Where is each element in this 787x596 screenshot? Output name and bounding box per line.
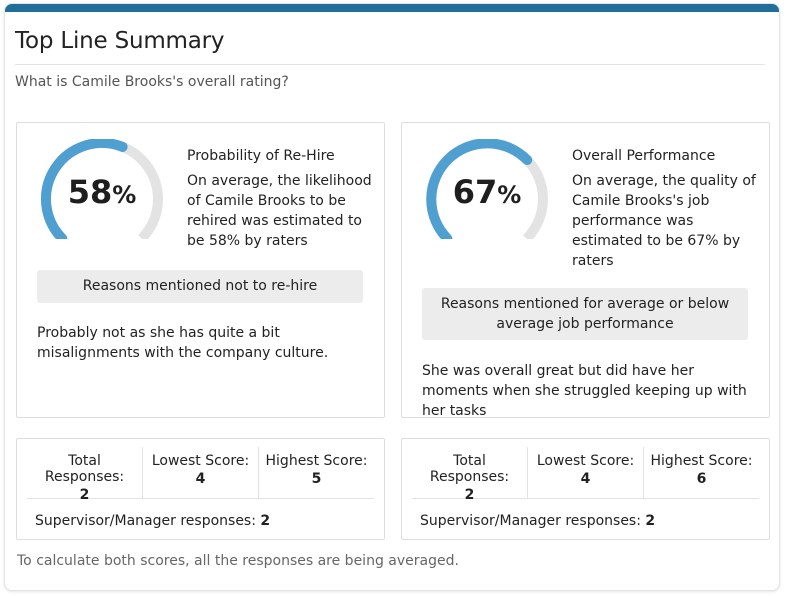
performance-total-responses: Total Responses: 2 [412, 447, 528, 503]
rehire-percent-number: 58 [67, 173, 113, 211]
performance-percent-value: 67% [422, 173, 552, 211]
performance-gauge-chart [426, 139, 548, 239]
stat-value: 4 [195, 471, 206, 487]
rehire-percent-unit: % [112, 181, 137, 209]
performance-stats-row: Total Responses: 2 Lowest Score: 4 Highe… [412, 447, 759, 503]
supervisor-label: Supervisor/Manager responses: [420, 513, 641, 529]
rehire-stats: Total Responses: 2 Lowest Score: 4 Highe… [16, 438, 385, 540]
supervisor-value: 2 [645, 513, 656, 529]
stat-value: 2 [79, 487, 90, 503]
stat-label: Lowest Score: [151, 453, 250, 469]
performance-stats: Total Responses: 2 Lowest Score: 4 Highe… [401, 438, 770, 540]
rehire-highest-score: Highest Score: 5 [259, 447, 374, 498]
rehire-lowest-score: Lowest Score: 4 [143, 447, 259, 498]
performance-percent-number: 67 [452, 173, 498, 211]
rehire-percent-value: 58% [37, 173, 167, 211]
performance-title: Overall Performance [572, 148, 716, 164]
accent-bar [5, 4, 779, 12]
rehire-supervisor-responses: Supervisor/Manager responses: 2 [35, 513, 270, 529]
rehire-reasons-text: Probably not as she has quite a bit misa… [37, 325, 329, 361]
rehire-gauge-chart [41, 139, 163, 239]
performance-description: On average, the quality of Camile Brooks… [572, 173, 756, 269]
rehire-title: Probability of Re-Hire [187, 148, 335, 164]
performance-reasons-text: She was overall great but did have her m… [422, 363, 747, 419]
stat-value: 5 [311, 471, 322, 487]
rating-question: What is Camile Brooks's overall rating? [15, 74, 289, 90]
rehire-card: 58% Probability of Re-Hire On average, t… [16, 122, 385, 418]
stat-label: Total Responses: [429, 453, 510, 485]
performance-reasons-heading: Reasons mentioned for average or below a… [422, 288, 748, 340]
rehire-gauge-fill [41, 139, 128, 239]
performance-card: 67% Overall Performance On average, the … [401, 122, 770, 419]
performance-percent-unit: % [497, 181, 522, 209]
stat-label: Lowest Score: [536, 453, 635, 469]
page-title: Top Line Summary [15, 28, 225, 54]
rehire-description: On average, the likelihood of Camile Bro… [187, 173, 372, 249]
performance-lowest-score: Lowest Score: 4 [528, 447, 644, 498]
title-divider [15, 64, 765, 65]
rehire-stats-row: Total Responses: 2 Lowest Score: 4 Highe… [27, 447, 374, 503]
performance-highest-score: Highest Score: 6 [644, 447, 759, 498]
performance-gauge: 67% [422, 139, 552, 239]
rehire-reasons-heading: Reasons mentioned not to re-hire [37, 270, 363, 303]
performance-supervisor-responses: Supervisor/Manager responses: 2 [420, 513, 655, 529]
stat-label: Total Responses: [44, 453, 125, 485]
stat-label: Highest Score: [265, 453, 368, 469]
stat-value: 2 [464, 487, 475, 503]
rehire-total-responses: Total Responses: 2 [27, 447, 143, 503]
stat-value: 6 [696, 471, 707, 487]
stat-label: Highest Score: [650, 453, 753, 469]
supervisor-value: 2 [260, 513, 271, 529]
stat-value: 4 [580, 471, 591, 487]
rehire-gauge: 58% [37, 139, 167, 239]
supervisor-label: Supervisor/Manager responses: [35, 513, 256, 529]
footnote: To calculate both scores, all the respon… [17, 553, 459, 569]
performance-gauge-fill [426, 139, 533, 239]
top-line-summary-panel: Top Line Summary What is Camile Brooks's… [4, 3, 780, 591]
